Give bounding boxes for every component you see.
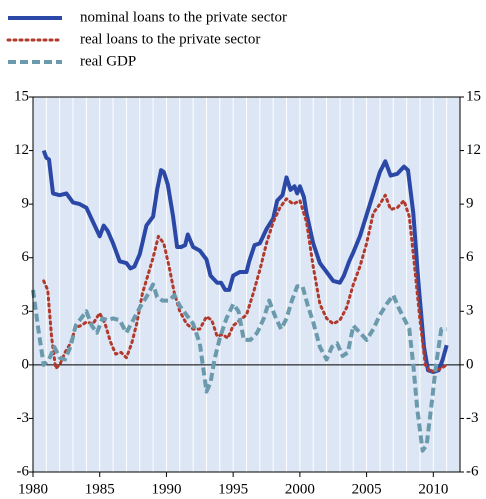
legend-label: nominal loans to the private sector bbox=[80, 9, 287, 25]
y2-tick-label: 3 bbox=[466, 303, 474, 319]
plot-frame bbox=[32, 96, 461, 473]
axes: 1980 1985 1990 1995 2000 2005 2010 -6 -3 0 3 6 9 12 15… bbox=[14, 88, 481, 497]
y2-tick-label: -6 bbox=[466, 463, 479, 479]
y-tick-label: 0 bbox=[22, 356, 30, 372]
y-tick-label: 3 bbox=[22, 303, 30, 319]
y2-tick-label: 12 bbox=[466, 142, 481, 158]
x-tick-label: 1990 bbox=[151, 481, 181, 497]
y-tick-label: -3 bbox=[17, 410, 30, 426]
y2-tick-label: 6 bbox=[466, 249, 474, 265]
y2-tick-label: 9 bbox=[466, 196, 474, 212]
legend-label: real loans to the private sector bbox=[80, 31, 260, 47]
grid bbox=[33, 97, 460, 472]
y-tick-label: 15 bbox=[14, 88, 29, 104]
series-line bbox=[41, 149, 449, 374]
x-tick-label: 1985 bbox=[85, 481, 115, 497]
x-tick-label: 2000 bbox=[285, 481, 315, 497]
y-tick-label: 12 bbox=[14, 142, 29, 158]
legend-label: real GDP bbox=[80, 53, 136, 69]
y2-tick-label: 15 bbox=[466, 88, 481, 104]
x-tick-label: 2005 bbox=[352, 481, 382, 497]
legend: nominal loans to the private sector real … bbox=[6, 9, 287, 69]
x-tick-label: 1980 bbox=[18, 481, 48, 497]
y2-tick-label: 0 bbox=[466, 356, 474, 372]
series-line bbox=[31, 282, 447, 453]
y-tick-label: -6 bbox=[17, 463, 30, 479]
x-tick-label: 2010 bbox=[418, 481, 448, 497]
y-tick-label: 6 bbox=[22, 249, 30, 265]
y2-tick-label: -3 bbox=[466, 410, 479, 426]
x-tick-label: 1995 bbox=[218, 481, 248, 497]
lines bbox=[31, 149, 449, 453]
y-tick-label: 9 bbox=[22, 196, 30, 212]
